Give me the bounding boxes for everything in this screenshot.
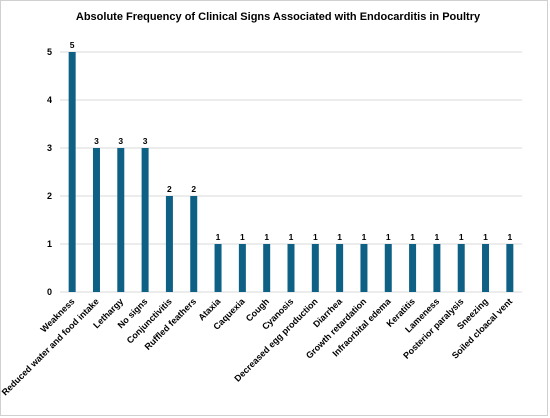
x-category-label: Reduced water and food intake bbox=[0, 296, 101, 397]
bar bbox=[117, 148, 125, 292]
bar-value-label: 1 bbox=[216, 232, 221, 242]
y-tick-label: 3 bbox=[47, 143, 52, 153]
bar bbox=[384, 244, 392, 292]
bar bbox=[336, 244, 344, 292]
bar-value-label: 3 bbox=[94, 136, 99, 146]
bar bbox=[141, 148, 149, 292]
bar-value-label: 2 bbox=[191, 184, 196, 194]
bar-value-label: 3 bbox=[118, 136, 123, 146]
bar bbox=[263, 244, 271, 292]
bar-value-label: 1 bbox=[483, 232, 488, 242]
y-tick-label: 1 bbox=[47, 239, 52, 249]
bar bbox=[214, 244, 222, 292]
bar bbox=[190, 196, 198, 292]
y-tick-label: 2 bbox=[47, 191, 52, 201]
bar-value-label: 1 bbox=[386, 232, 391, 242]
bar bbox=[457, 244, 465, 292]
bar-value-label: 1 bbox=[435, 232, 440, 242]
bar-value-label: 1 bbox=[459, 232, 464, 242]
bar-value-label: 1 bbox=[337, 232, 342, 242]
bar bbox=[409, 244, 417, 292]
bar bbox=[165, 196, 173, 292]
bar bbox=[68, 52, 76, 292]
gridlines bbox=[60, 51, 522, 293]
y-tick-label: 0 bbox=[47, 287, 52, 297]
bar-value-label: 1 bbox=[362, 232, 367, 242]
bars bbox=[68, 52, 514, 292]
bar bbox=[238, 244, 246, 292]
bar-value-label: 1 bbox=[264, 232, 269, 242]
bar-value-label: 1 bbox=[410, 232, 415, 242]
data-labels: 5 3 3 3 2 2 1 1 1 1 1 1 1 1 1 1 1 1 1 bbox=[70, 40, 513, 242]
y-axis-ticks: 0 1 2 3 4 5 bbox=[47, 47, 52, 297]
bar-value-label: 1 bbox=[240, 232, 245, 242]
bar bbox=[311, 244, 319, 292]
bar-value-label: 1 bbox=[289, 232, 294, 242]
bar bbox=[482, 244, 490, 292]
chart-title: Absolute Frequency of Clinical Signs Ass… bbox=[76, 11, 481, 23]
bar-value-label: 3 bbox=[143, 136, 148, 146]
bar-value-label: 1 bbox=[313, 232, 318, 242]
bar-value-label: 1 bbox=[507, 232, 512, 242]
bar bbox=[506, 244, 514, 292]
bar-value-label: 5 bbox=[70, 40, 75, 50]
bar bbox=[287, 244, 295, 292]
y-tick-label: 4 bbox=[47, 95, 52, 105]
bar bbox=[433, 244, 441, 292]
bar bbox=[360, 244, 368, 292]
y-tick-label: 5 bbox=[47, 47, 52, 57]
bar-value-label: 2 bbox=[167, 184, 172, 194]
bar bbox=[92, 148, 100, 292]
